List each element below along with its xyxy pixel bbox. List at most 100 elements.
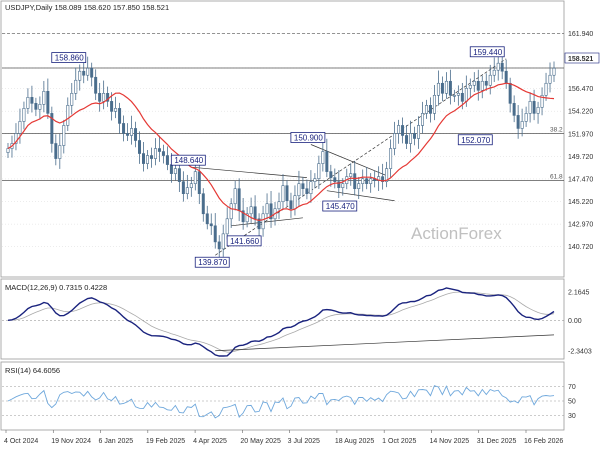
candle-body — [6, 148, 10, 153]
candle-body — [544, 82, 548, 96]
candle-body — [114, 108, 118, 112]
candle-body — [516, 115, 520, 129]
candle-body — [229, 203, 233, 220]
trendline — [191, 166, 307, 178]
candle-body — [409, 133, 413, 144]
candle-body — [86, 67, 90, 76]
x-tick-label: 18 Aug 2025 — [335, 438, 374, 445]
candle-body — [245, 213, 249, 223]
candle-body — [464, 87, 468, 102]
fib-level-label: 61.8 — [550, 174, 563, 181]
candle-body — [237, 188, 241, 212]
price-tick-label: 149.720 — [568, 154, 593, 161]
rsi-pane — [2, 385, 564, 419]
price-tick-label: 145.220 — [568, 199, 593, 206]
candle-body — [548, 74, 552, 84]
candle-body — [277, 201, 281, 210]
candle-body — [157, 148, 161, 152]
annotation-label: 141.660 — [230, 237, 259, 246]
candle-body — [365, 178, 369, 184]
candle-body — [217, 241, 221, 250]
annotation-box — [51, 52, 87, 63]
candle-body — [189, 183, 193, 188]
annotation-box — [290, 132, 326, 143]
candle-body — [161, 151, 165, 156]
candle-body — [289, 200, 293, 210]
candle-body — [145, 155, 149, 164]
candle-body — [504, 70, 508, 84]
candle-body — [297, 183, 301, 197]
candle-body — [66, 105, 70, 126]
x-tick-label: 6 Jan 2025 — [99, 438, 134, 445]
candle-body — [165, 155, 169, 165]
candle-body — [82, 70, 86, 76]
candle-body — [329, 171, 333, 178]
candle-body — [177, 168, 181, 182]
candle-body — [440, 82, 444, 94]
candle-body — [241, 210, 245, 223]
candle-body — [58, 145, 62, 159]
candle-body — [233, 188, 237, 205]
macd-signal-line — [7, 291, 555, 353]
candle-body — [62, 125, 66, 146]
candle-body — [321, 151, 325, 164]
candle-body — [524, 113, 528, 122]
candle-body — [313, 178, 317, 182]
x-tick-label: 14 Nov 2025 — [429, 438, 469, 445]
x-axis-ticks: 4 Oct 2024 19 Nov 2024 6 Jan 2025 19 Feb 20… — [4, 430, 563, 445]
annotation-box — [170, 154, 206, 166]
candles — [6, 54, 556, 260]
candle-body — [42, 90, 46, 105]
price-annotations: 158.860 148.640 139.870 141.660 150.900 145.4… — [51, 46, 505, 268]
annotation-label: 139.870 — [198, 258, 227, 267]
candle-body — [317, 163, 321, 179]
candle-body — [385, 168, 389, 182]
candle-body — [500, 62, 504, 72]
watermark: ActionForex — [411, 224, 502, 243]
candle-body — [301, 183, 305, 189]
candle-body — [536, 107, 540, 114]
candle-body — [50, 113, 54, 144]
candle-body — [488, 74, 492, 86]
candle-body — [134, 128, 138, 141]
price-tick-label: 142.970 — [568, 222, 593, 229]
x-tick-label: 31 Dec 2025 — [477, 438, 517, 445]
candle-body — [432, 95, 436, 114]
candle-body — [401, 125, 405, 136]
candle-body — [428, 105, 432, 114]
candle-body — [18, 121, 22, 134]
trendline — [326, 190, 395, 202]
candle-body — [257, 218, 261, 230]
price-tick-label: 156.470 — [568, 86, 593, 93]
candle-body — [293, 195, 297, 210]
rsi-tick-label: 50 — [568, 399, 576, 406]
annotation-label: 152.070 — [461, 136, 490, 145]
candle-body — [281, 185, 285, 203]
candle-body — [201, 193, 205, 215]
candle-body — [197, 171, 201, 194]
x-tick-label: 16 Feb 2026 — [524, 438, 563, 445]
candle-body — [532, 101, 536, 114]
candle-body — [38, 104, 42, 110]
annotation-label: 148.640 — [174, 156, 203, 165]
candle-body — [122, 123, 126, 134]
candle-body — [126, 133, 130, 136]
last-price-marker — [564, 52, 600, 64]
candle-body — [213, 225, 217, 243]
candle-body — [305, 188, 309, 194]
candle-body — [22, 108, 26, 122]
candle-body — [153, 148, 157, 159]
candle-body — [309, 181, 313, 194]
macd-label: MACD(12,26,9) 0.7315 0.4228 — [5, 283, 107, 292]
candle-body — [209, 223, 213, 227]
x-tick-label: 19 Feb 2025 — [146, 438, 185, 445]
candle-body — [357, 183, 361, 189]
candle-body — [142, 153, 145, 164]
candle-body — [26, 97, 30, 109]
candle-body — [253, 206, 257, 220]
candle-body — [333, 177, 337, 182]
candle-body — [460, 93, 464, 102]
candle-body — [54, 143, 58, 159]
candle-body — [14, 133, 18, 144]
